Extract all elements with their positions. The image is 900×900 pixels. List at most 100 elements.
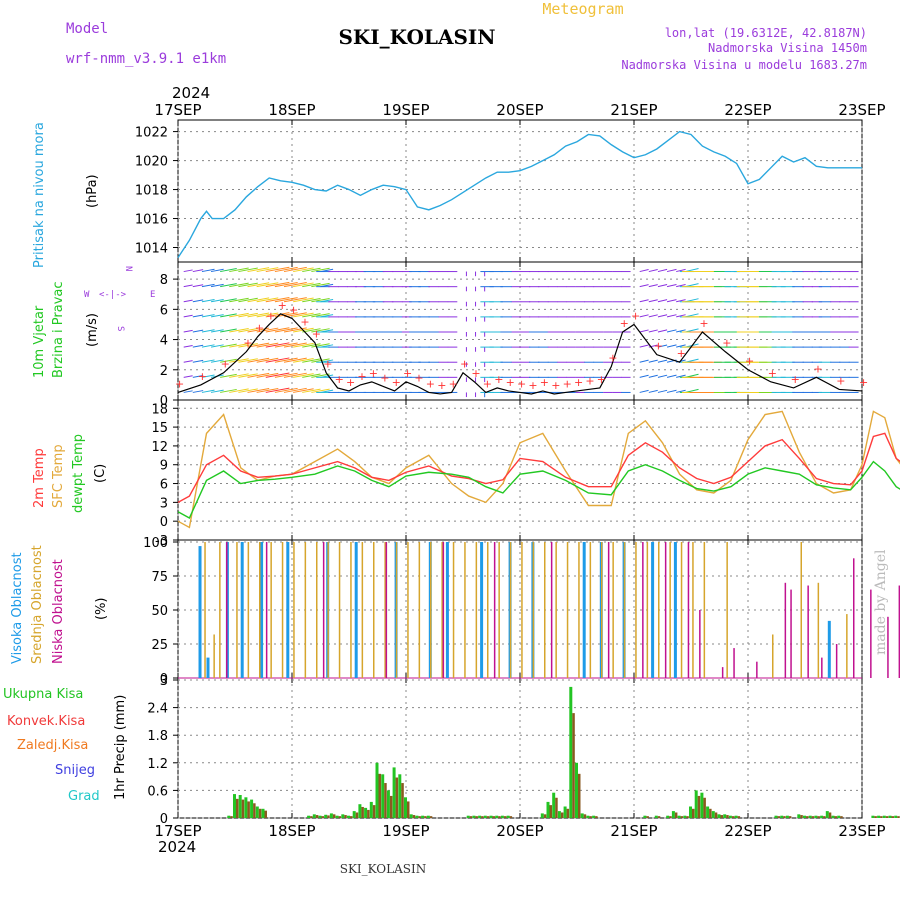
cloud-low-bar bbox=[887, 616, 889, 678]
wind-barb bbox=[247, 342, 270, 348]
wind-barb bbox=[311, 328, 330, 333]
x-tick-label-top: 21SEP bbox=[610, 101, 657, 119]
wind-barb bbox=[265, 266, 290, 273]
wind-barb bbox=[220, 358, 237, 363]
y-tick-label: 3 bbox=[160, 674, 168, 689]
wind-barb bbox=[302, 282, 321, 288]
cloud-mid-bar bbox=[361, 542, 364, 678]
precip-total-bar bbox=[386, 790, 390, 818]
y-tick-label: 75 bbox=[151, 570, 168, 585]
precip-conv-bar bbox=[720, 815, 723, 818]
precip-total-bar bbox=[244, 797, 248, 818]
wind-barb bbox=[685, 358, 699, 363]
wind-barb bbox=[220, 373, 237, 378]
gust-marker: + bbox=[437, 379, 446, 392]
precip-total-bar bbox=[364, 807, 368, 818]
wind-barb bbox=[685, 388, 699, 393]
precip-total-bar bbox=[808, 815, 812, 818]
gust-marker: + bbox=[677, 347, 686, 360]
wind-barb bbox=[238, 297, 258, 303]
cloud-mid-bar bbox=[418, 542, 421, 678]
pressure-line bbox=[177, 130, 862, 259]
precip-total-bar bbox=[421, 815, 425, 818]
wind-barb bbox=[274, 357, 298, 363]
precip-legend-frz: Zaledj.Kisa bbox=[17, 738, 88, 753]
cloud-mid-bar bbox=[669, 542, 671, 678]
x-tick-label-bottom: 19SEP bbox=[382, 822, 429, 840]
precip-conv-bar bbox=[258, 808, 262, 818]
y-tick-label: 1.2 bbox=[147, 757, 168, 772]
precip-conv-bar bbox=[321, 816, 324, 818]
cloud-high-bar bbox=[206, 657, 210, 678]
y-tick-label: 100 bbox=[143, 536, 168, 551]
precip-total-bar bbox=[329, 813, 333, 818]
wind-barb bbox=[247, 388, 270, 393]
wind-barb bbox=[247, 297, 270, 303]
precip-conv-bar bbox=[788, 816, 792, 818]
wind-barb bbox=[293, 297, 314, 303]
y-tick-label: 1.8 bbox=[147, 729, 168, 744]
gust-marker: + bbox=[346, 376, 355, 389]
cloud-mid-bar bbox=[281, 542, 284, 678]
x-tick-label-top: 23SEP bbox=[838, 101, 885, 119]
precip-conv-bar bbox=[880, 816, 883, 818]
wind-barb bbox=[229, 297, 249, 303]
wind-barb bbox=[657, 314, 668, 318]
y-tick-label: 12 bbox=[151, 440, 168, 455]
precip-total-bar bbox=[369, 801, 373, 818]
wind-barb bbox=[192, 390, 204, 393]
wind-barb bbox=[256, 357, 279, 363]
wind-barb bbox=[220, 343, 237, 348]
gust-marker: + bbox=[494, 373, 503, 386]
precip-conv-bar bbox=[378, 773, 381, 818]
precip-total-bar bbox=[877, 815, 881, 818]
wind-barb bbox=[283, 357, 307, 363]
precip-total-bar bbox=[318, 815, 322, 818]
cloud-mid-bar bbox=[219, 542, 221, 678]
precip-total-bar bbox=[312, 814, 316, 818]
precip-conv-bar bbox=[543, 814, 547, 818]
cloud-mid-bar bbox=[692, 542, 694, 678]
wind-barb bbox=[676, 268, 686, 273]
precip-total-bar bbox=[592, 815, 596, 818]
wind-barb bbox=[183, 375, 193, 378]
wind-barb bbox=[648, 389, 658, 393]
cloud-mid-bar bbox=[327, 542, 329, 678]
wind-barb bbox=[311, 388, 330, 393]
wind-barb bbox=[183, 269, 193, 273]
precip-total-bar bbox=[643, 815, 647, 818]
wind-barb bbox=[311, 343, 330, 348]
precip-total-bar bbox=[261, 808, 265, 818]
cloud-mid-bar bbox=[270, 542, 272, 678]
gust-marker: + bbox=[278, 299, 287, 312]
precip-total-bar bbox=[569, 686, 573, 818]
gust-marker: + bbox=[699, 317, 708, 330]
gust-marker: + bbox=[745, 355, 754, 368]
cloud-mid-bar bbox=[464, 542, 466, 678]
wind-barb bbox=[238, 282, 258, 288]
wind-barb bbox=[283, 342, 307, 348]
precip-conv-bar bbox=[475, 816, 478, 818]
y-tick-label: 0 bbox=[160, 812, 168, 827]
wind-barb bbox=[210, 268, 224, 273]
wind-barb bbox=[192, 344, 204, 348]
temp-side-label-dew: dewpt Temp bbox=[71, 434, 86, 513]
cloud-side-label-low: Niska Oblacnost bbox=[51, 559, 66, 664]
precip-total-bar bbox=[404, 797, 407, 818]
cloud-mid-bar bbox=[726, 542, 728, 678]
precip-conv-bar bbox=[338, 816, 342, 818]
y-tick-label: 1016 bbox=[135, 213, 168, 228]
wind-barb bbox=[229, 267, 249, 273]
model-name: wrf-nmm_v3.9.1 e1km bbox=[66, 51, 226, 67]
wind-barb bbox=[283, 327, 307, 333]
cloud-low-bar bbox=[807, 585, 809, 678]
precip-conv-bar bbox=[840, 816, 843, 818]
precip-total-bar bbox=[227, 815, 231, 818]
wind-barb bbox=[256, 312, 279, 318]
pressure-panel: 1014 1016 1018 1020 1022 bbox=[135, 119, 863, 263]
cloud-low-bar bbox=[322, 542, 325, 678]
wind-barb bbox=[220, 388, 237, 393]
cloud_cover-frame bbox=[177, 539, 863, 679]
cloud-mid-bar bbox=[703, 542, 706, 678]
precip-conv-bar bbox=[236, 798, 239, 818]
